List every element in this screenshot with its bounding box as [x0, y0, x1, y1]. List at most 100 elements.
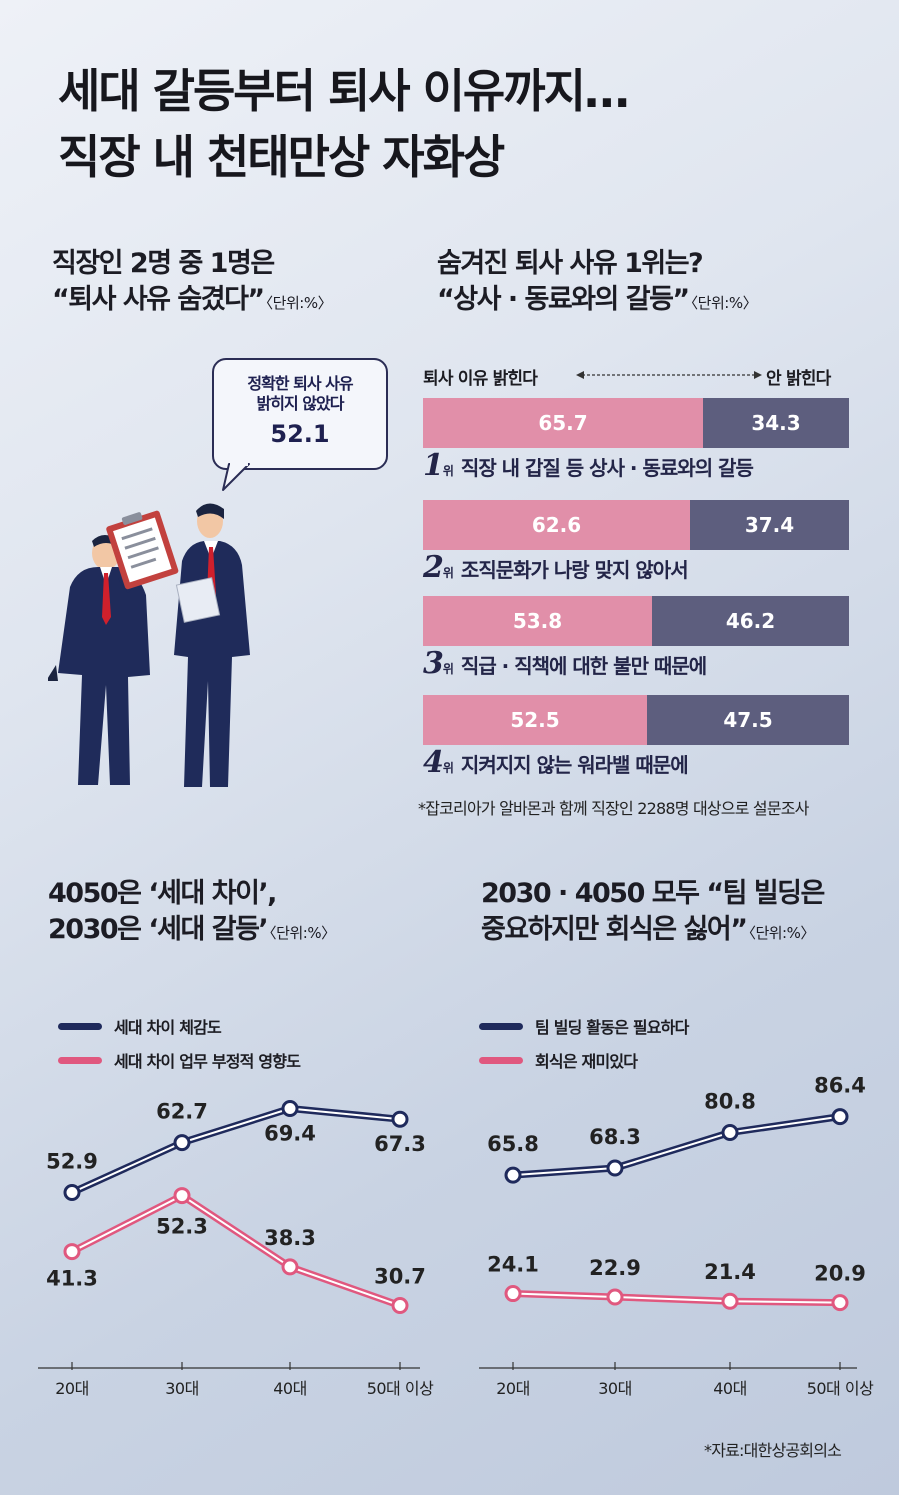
- bar-segment-hide: 37.4: [690, 500, 849, 550]
- data-label: 67.3: [374, 1132, 426, 1156]
- section2-title-line-2: “상사 · 동료와의 갈등” 〈단위:%〉: [437, 284, 758, 315]
- right-businessman-icon: [174, 503, 250, 787]
- data-label: 41.3: [46, 1267, 98, 1291]
- rank-suffix: 위: [442, 464, 454, 478]
- data-point: [281, 1100, 299, 1118]
- x-tick-label: 30대: [165, 1379, 199, 1398]
- section3-unit: 〈단위:%〉: [269, 924, 336, 942]
- series-line-1: [512, 1113, 841, 1179]
- data-point: [173, 1134, 191, 1152]
- section3-title: 4050은 ‘세대 차이’, 2030은 ‘세대 갈등’ 〈단위:%〉: [48, 876, 336, 951]
- rank-number: 2: [423, 550, 444, 585]
- data-label: 62.7: [156, 1100, 208, 1124]
- rank-text: 조직문화가 나랑 맞지 않아서: [460, 558, 689, 582]
- chart3-legend-item-1: 팀 빌딩 활동은 필요하다: [479, 1014, 689, 1038]
- data-point: [391, 1110, 409, 1128]
- bar-segment-disclose: 62.6: [423, 500, 690, 550]
- rank-text: 직장 내 갑질 등 상사 · 동료와의 갈등: [460, 456, 754, 480]
- data-point: [831, 1294, 849, 1312]
- rank-suffix: 위: [442, 566, 454, 580]
- data-label: 65.8: [487, 1132, 539, 1156]
- series-line-1: [70, 1105, 401, 1196]
- data-point: [391, 1297, 409, 1315]
- data-point: [63, 1184, 81, 1202]
- data-label: 22.9: [589, 1256, 641, 1280]
- data-label: 30.7: [374, 1265, 426, 1289]
- data-point: [173, 1187, 191, 1205]
- rank-number: 1: [423, 448, 444, 483]
- bar-right-label: 안 밝힌다: [766, 369, 831, 389]
- data-point: [504, 1285, 522, 1303]
- data-label: 52.9: [46, 1150, 98, 1174]
- series-line-inner-2: [71, 1194, 401, 1307]
- data-label: 38.3: [264, 1226, 316, 1250]
- bar-category-label: 1위 직장 내 갑질 등 상사 · 동료와의 갈등: [423, 448, 754, 483]
- legend-swatch: [479, 1022, 523, 1030]
- section1-title-line-1: 직장인 2명 중 1명은: [52, 248, 275, 279]
- section3-title-line-2: 2030은 ‘세대 갈등’ 〈단위:%〉: [48, 914, 336, 945]
- x-tick-label: 50대 이상: [367, 1379, 434, 1398]
- page-title: 세대 갈등부터 퇴사 이유까지… 직장 내 천태만상 자화상: [58, 58, 630, 190]
- legend-swatch: [58, 1056, 102, 1064]
- data-label: 52.3: [156, 1215, 208, 1239]
- data-label: 86.4: [814, 1074, 866, 1098]
- data-point: [63, 1243, 81, 1261]
- title-line-1: 세대 갈등부터 퇴사 이유까지…: [58, 64, 630, 118]
- data-point: [721, 1124, 739, 1142]
- bar-category-label: 4위 지켜지지 않는 워라밸 때문에: [423, 745, 689, 780]
- bar-category-label: 2위 조직문화가 나랑 맞지 않아서: [423, 550, 689, 585]
- chart3-legend-item-2: 회식은 재미있다: [479, 1048, 689, 1072]
- x-tick-label: 40대: [713, 1379, 747, 1398]
- data-label: 24.1: [487, 1253, 539, 1277]
- chart2-legend: 세대 차이 체감도 세대 차이 업무 부정적 영향도: [58, 1014, 301, 1082]
- data-point: [504, 1166, 522, 1184]
- data-point: [721, 1292, 739, 1310]
- source-note: *자료:대한상공회의소: [704, 1441, 842, 1460]
- rank-text: 직급 · 직책에 대한 불만 때문에: [460, 654, 707, 678]
- chart2-legend-item-2: 세대 차이 업무 부정적 영향도: [58, 1048, 301, 1072]
- data-label: 68.3: [589, 1125, 641, 1149]
- rank-number: 3: [423, 646, 444, 681]
- data-label: 80.8: [704, 1090, 756, 1114]
- series-line-inner-1: [512, 1115, 841, 1177]
- data-point: [606, 1159, 624, 1177]
- data-label: 21.4: [704, 1260, 756, 1284]
- rank-suffix: 위: [442, 662, 454, 676]
- chart3-legend: 팀 빌딩 활동은 필요하다 회식은 재미있다: [479, 1014, 689, 1082]
- legend-swatch: [58, 1022, 102, 1030]
- section4-unit: 〈단위:%〉: [748, 924, 815, 942]
- bar-row: 62.6 37.4: [423, 500, 849, 550]
- bar-segment-disclose: 53.8: [423, 596, 652, 646]
- line-chart-generation-gap: 20대 30대 40대 50대 이상 52.9 62.7 69.4 67.3 41.3 52.3 3…: [38, 1100, 435, 1398]
- bar-segment-disclose: 52.5: [423, 695, 647, 745]
- speech-bubble: 정확한 퇴사 사유 밝히지 않았다 52.1: [212, 358, 388, 470]
- bar-row: 53.8 46.2: [423, 596, 849, 646]
- series-line-inner-1: [71, 1107, 401, 1194]
- survey-note: *잡코리아가 알바몬과 함께 직장인 2288명 대상으로 설문조사: [418, 799, 809, 818]
- businessmen-illustration: [48, 503, 250, 787]
- clipboard-icon: [106, 510, 179, 590]
- title-line-2: 직장 내 천태만상 자화상: [58, 130, 505, 184]
- bubble-value: 52.1: [270, 420, 330, 448]
- section2-title: 숨겨진 퇴사 사유 1위는? “상사 · 동료와의 갈등” 〈단위:%〉: [437, 246, 758, 321]
- series-line-inner-2: [512, 1292, 841, 1304]
- section1-title-line-2: “퇴사 사유 숨겼다” 〈단위:%〉: [52, 284, 333, 315]
- section2-unit: 〈단위:%〉: [690, 294, 758, 312]
- data-point: [831, 1108, 849, 1126]
- data-label: 69.4: [264, 1122, 316, 1146]
- line-chart-team-building: 20대 30대 40대 50대 이상 65.8 68.3 80.8 86.4 24.1 22.9 2…: [479, 1074, 875, 1398]
- double-arrow-icon: [576, 371, 762, 379]
- x-tick-label: 20대: [55, 1379, 89, 1398]
- data-label: 20.9: [814, 1262, 866, 1286]
- rank-text: 지켜지지 않는 워라밸 때문에: [460, 753, 689, 777]
- bar-row: 52.5 47.5: [423, 695, 849, 745]
- x-tick-label: 20대: [496, 1379, 530, 1398]
- section3-title-line-1: 4050은 ‘세대 차이’,: [48, 878, 277, 909]
- section4-title-line-2: 중요하지만 회식은 싫어” 〈단위:%〉: [481, 914, 815, 945]
- legend-swatch: [479, 1056, 523, 1064]
- x-tick-label: 40대: [273, 1379, 307, 1398]
- bubble-line-1: 정확한 퇴사 사유: [247, 374, 353, 393]
- x-tick-label: 50대 이상: [807, 1379, 874, 1398]
- section4-title: 2030 · 4050 모두 “팀 빌딩은 중요하지만 회식은 싫어” 〈단위:%…: [481, 876, 825, 951]
- bar-segment-hide: 46.2: [652, 596, 849, 646]
